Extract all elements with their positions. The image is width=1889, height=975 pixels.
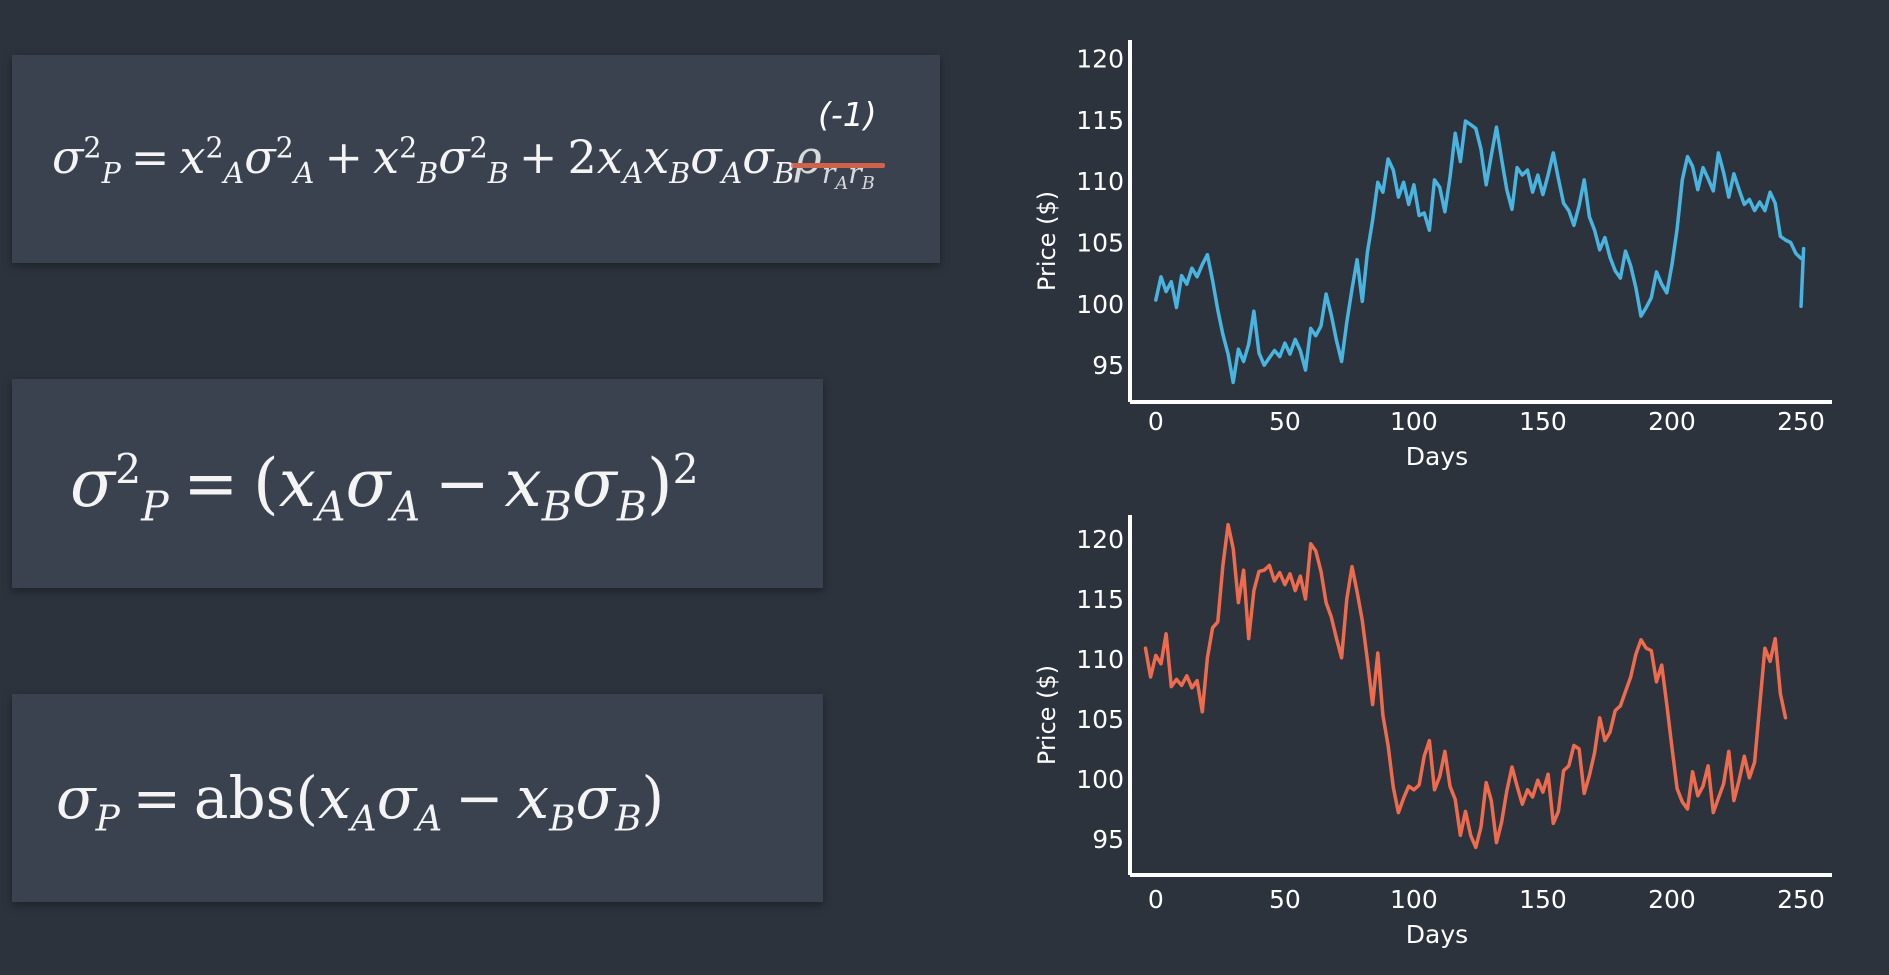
chart-2-x-axis-label: Days	[1406, 920, 1468, 949]
strike-line	[790, 163, 885, 168]
chart-2-y-axis-label: Price ($)	[1033, 665, 1061, 765]
chart-2-x-tick-label: 150	[1519, 885, 1567, 914]
chart-1-series-line	[1154, 119, 1803, 385]
chart-1-y-tick-label: 115	[1076, 106, 1124, 135]
chart-2-y-tick-label: 115	[1076, 585, 1124, 614]
chart-2-y-tick-label: 110	[1076, 645, 1124, 674]
correlation-note: (-1)	[818, 95, 877, 134]
chart-2-y-tick-label: 100	[1076, 765, 1124, 794]
chart-2-x-tick-label: 200	[1648, 885, 1696, 914]
chart-1-x-tick-label: 0	[1148, 407, 1164, 436]
portfolio-variance-formula: σ2P = x2Aσ2A + x2Bσ2B +2xAxBσAσBρrArB	[52, 133, 885, 193]
chart-2-x-tick-label: 250	[1777, 885, 1825, 914]
chart-2-y-tick-label: 120	[1076, 525, 1124, 554]
chart-1-y-axis-label: Price ($)	[1033, 191, 1061, 291]
chart-1-y-tick-label: 95	[1092, 351, 1124, 380]
std-dev-abs-formula: σP = abs(xAσA − xBσB)	[56, 764, 665, 840]
chart-1-series-tail	[1799, 246, 1806, 309]
chart-1-x-tick-label: 50	[1269, 407, 1301, 436]
chart-2-x-tick-label: 50	[1269, 885, 1301, 914]
chart-1-x-tick-label: 100	[1390, 407, 1438, 436]
struck-correlation-term: ρrArB	[790, 134, 885, 193]
chart-2-y-tick-label: 95	[1092, 825, 1124, 854]
chart-1-x-axis-label: Days	[1406, 442, 1468, 471]
chart-1-x-tick-label: 200	[1648, 407, 1696, 436]
chart-1-y-tick-label: 100	[1076, 290, 1124, 319]
chart-1-y-tick-label: 110	[1076, 167, 1124, 196]
chart-1-y-tick-label: 120	[1076, 44, 1124, 73]
variance-squared-formula: σ2P = (xAσA − xBσB)2	[70, 444, 699, 530]
chart-1-x-tick-label: 250	[1777, 407, 1825, 436]
chart-2-x-tick-label: 0	[1148, 885, 1164, 914]
chart-2-series-line	[1143, 522, 1788, 850]
chart-2-x-tick-label: 100	[1390, 885, 1438, 914]
chart-2-y-tick-label: 105	[1076, 705, 1124, 734]
variance-formula-panel: σ2P = x2Aσ2A + x2Bσ2B +2xAxBσAσBρrArB	[12, 55, 940, 263]
perfect-negative-correlation-panel: σ2P = (xAσA − xBσB)2	[12, 379, 823, 588]
std-dev-formula-panel: σP = abs(xAσA − xBσB)	[12, 694, 823, 902]
chart-1-y-tick-label: 105	[1076, 228, 1124, 257]
chart-1-x-tick-label: 150	[1519, 407, 1567, 436]
